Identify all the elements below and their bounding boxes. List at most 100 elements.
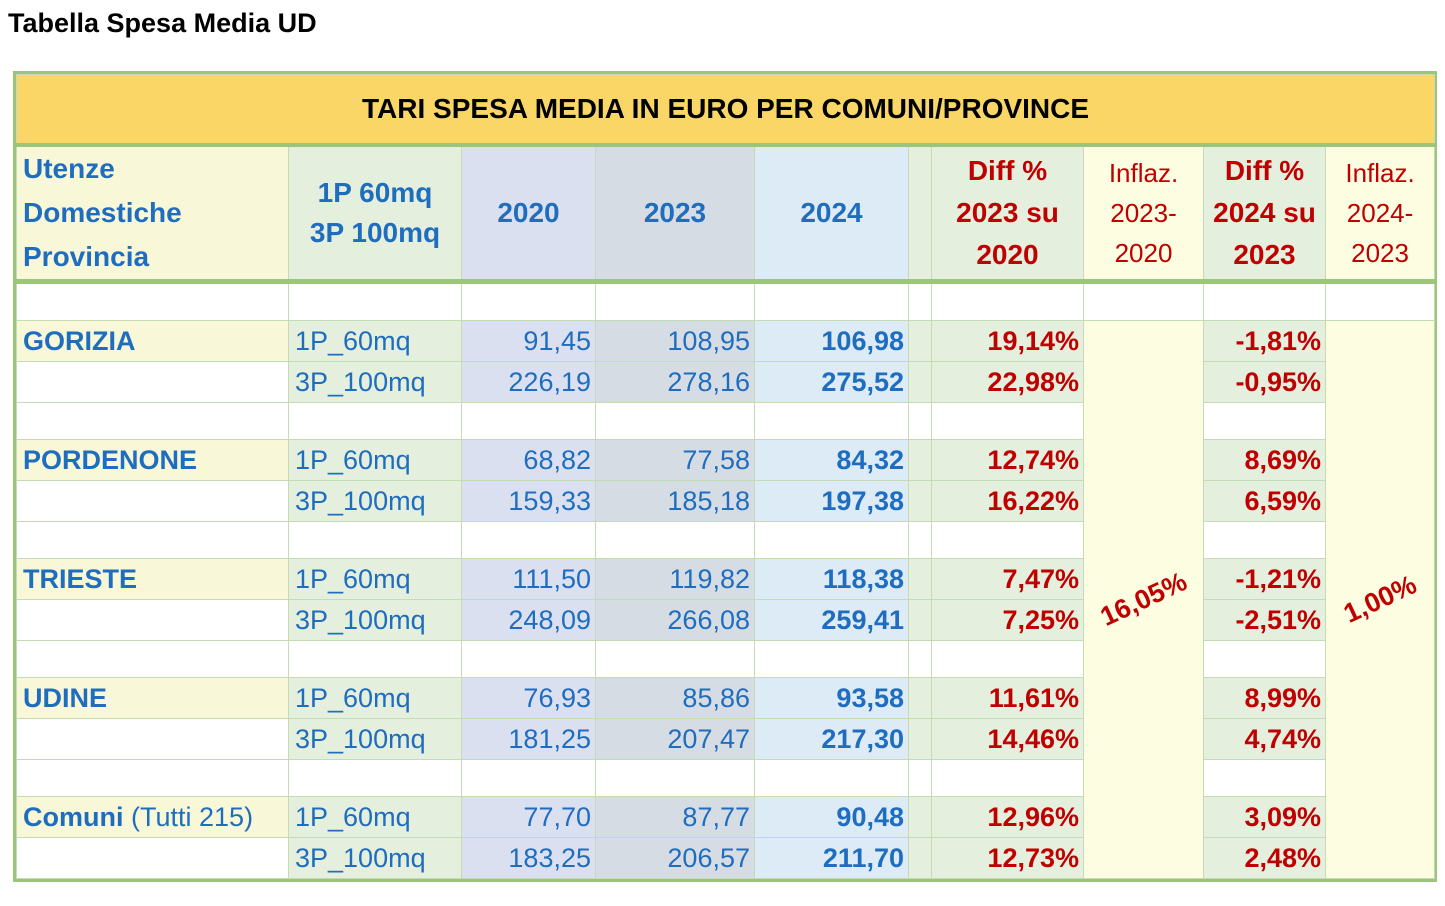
spacer-cell [1203, 402, 1326, 440]
spacer-cell [931, 759, 1084, 797]
inflation-2023-2020: 16,05% [1083, 320, 1204, 879]
value-2024: 84,32 [754, 439, 909, 481]
header-infl-line: 2024- [1346, 198, 1414, 228]
spacer-cell [908, 640, 932, 678]
diff-2024-2023: -2,51% [1203, 599, 1326, 641]
spacer-cell [461, 640, 596, 678]
diff-2023-2020: 12,96% [931, 796, 1084, 838]
value-2024: 211,70 [754, 837, 909, 879]
diff-2024-2023: 4,74% [1203, 718, 1326, 760]
spacer-cell [908, 521, 932, 559]
spacer-cell [595, 281, 755, 321]
value-2024: 217,30 [754, 718, 909, 760]
inflation-2024-2023: 1,00% [1324, 320, 1436, 879]
gap-cell [908, 677, 932, 719]
spacer-cell [754, 759, 909, 797]
table-row: Comuni (Tutti 215) 1P_60mq 77,70 87,77 90,48… [16, 796, 1435, 838]
diff-2023-2020: 12,74% [931, 439, 1084, 481]
header-inflation-2023-2020: Inflaz. 2023- 2020 [1083, 144, 1204, 284]
spacer-cell [1203, 521, 1326, 559]
value-2020: 111,50 [461, 558, 596, 600]
header-gap [908, 144, 932, 284]
value-2020: 183,25 [461, 837, 596, 879]
province-label: PORDENONE [23, 444, 198, 475]
gap-cell [908, 480, 932, 522]
header-provincia: Utenze Domestiche Provincia [16, 144, 289, 284]
header-infl-line: 2023 [1351, 238, 1409, 268]
value-2020: 226,19 [461, 361, 596, 403]
table-row: 3P_100mq 226,19 278,16 275,52 22,98% -0,95% [16, 361, 1435, 403]
table-row: 3P_100mq 159,33 185,18 197,38 16,22% 6,59% [16, 480, 1435, 522]
spacer-cell [931, 402, 1084, 440]
spacer-cell [595, 759, 755, 797]
diff-2023-2020: 12,73% [931, 837, 1084, 879]
header-diff-line: Diff % [1224, 155, 1305, 186]
spacer-cell [595, 640, 755, 678]
spacer-cell [908, 402, 932, 440]
spacer-cell [595, 521, 755, 559]
spacer-cell [754, 640, 909, 678]
diff-2023-2020: 22,98% [931, 361, 1084, 403]
value-2020: 91,45 [461, 320, 596, 362]
spacer-cell [16, 759, 289, 797]
header-label-line: Provincia [23, 241, 150, 272]
value-2020: 77,70 [461, 796, 596, 838]
value-2024: 275,52 [754, 361, 909, 403]
utenza-type: 3P_100mq [288, 599, 462, 641]
header-inflation-2024-2023: Inflaz. 2024- 2023 [1324, 144, 1436, 284]
province-label: Comuni [23, 801, 124, 832]
value-2023: 119,82 [595, 558, 755, 600]
spacer-cell [16, 281, 289, 321]
diff-2023-2020: 7,25% [931, 599, 1084, 641]
diff-2024-2023: -0,95% [1203, 361, 1326, 403]
table-row: UDINE 1P_60mq 76,93 85,86 93,58 11,61% 8,99% [16, 677, 1435, 719]
spacer-cell [1324, 281, 1436, 321]
spacer-cell [461, 521, 596, 559]
spacer-cell [1083, 281, 1204, 321]
diff-2023-2020: 7,47% [931, 558, 1084, 600]
gap-cell [908, 718, 932, 760]
table-row: GORIZIA 1P_60mq 91,45 108,95 106,98 19,14% 16,… [16, 320, 1436, 879]
spacer-cell [288, 521, 462, 559]
header-diff-2023-2020: Diff % 2023 su 2020 [931, 144, 1084, 284]
header-tipologia: 1P 60mq 3P 100mq [288, 144, 462, 284]
utenza-type: 1P_60mq [288, 320, 462, 362]
header-infl-line: 2020 [1114, 238, 1173, 268]
province-name: TRIESTE [16, 558, 289, 600]
spacer-cell [461, 281, 596, 321]
value-2024: 118,38 [754, 558, 909, 600]
spacer-cell [908, 759, 932, 797]
header-diff-line: 2023 [1233, 239, 1296, 270]
value-2020: 248,09 [461, 599, 596, 641]
diff-2024-2023: 2,48% [1203, 837, 1326, 879]
value-2024: 106,98 [754, 320, 909, 362]
spacer-cell [1203, 759, 1326, 797]
diff-2024-2023: 6,59% [1203, 480, 1326, 522]
spacer-cell [461, 402, 596, 440]
page-title: Tabella Spesa Media UD [8, 8, 317, 38]
spacer-cell [288, 281, 462, 321]
spacer-cell [16, 402, 289, 440]
spacer-cell [16, 640, 289, 678]
utenza-type: 3P_100mq [288, 718, 462, 760]
header-diff-line: 2024 su [1213, 197, 1316, 228]
spacer-row [16, 640, 1435, 678]
header-diff-2024-2023: Diff % 2024 su 2023 [1203, 144, 1326, 284]
spacer-cell [754, 521, 909, 559]
header-diff-line: 2023 su [956, 197, 1059, 228]
spacer-cell [288, 402, 462, 440]
table-row: 3P_100mq 183,25 206,57 211,70 12,73% 2,48% [16, 837, 1435, 879]
spacer-cell [931, 640, 1084, 678]
table-row: 3P_100mq 181,25 207,47 217,30 14,46% 4,74% [16, 718, 1435, 760]
diff-2024-2023: -1,81% [1203, 320, 1326, 362]
spacer-cell [908, 281, 932, 321]
spacer-cell [754, 402, 909, 440]
diff-2024-2023: 8,99% [1203, 677, 1326, 719]
spacer-row [16, 759, 1435, 797]
header-diff-line: 2020 [976, 239, 1039, 270]
utenza-type: 3P_100mq [288, 480, 462, 522]
spacer-row [16, 402, 1435, 440]
spacer-cell [461, 759, 596, 797]
province-empty [16, 718, 289, 760]
gap-cell [908, 320, 932, 362]
